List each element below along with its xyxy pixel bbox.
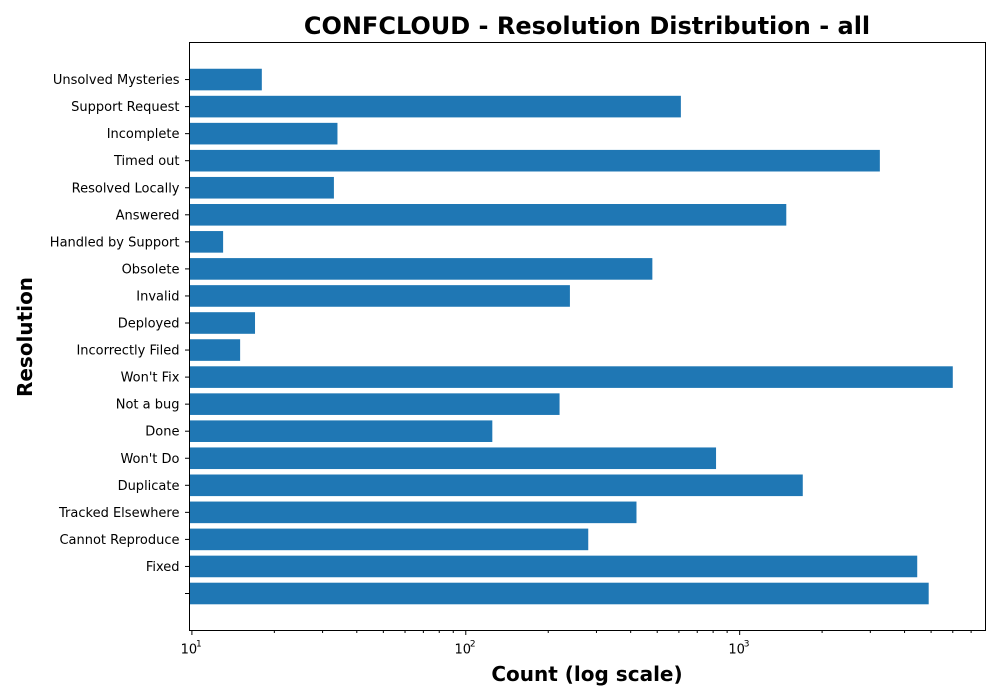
bar-done xyxy=(189,420,493,442)
bar-unsolved-mysteries xyxy=(189,68,262,91)
bar-deployed xyxy=(189,312,256,334)
plot-frame xyxy=(189,42,986,631)
bar-obsolete xyxy=(189,258,653,280)
bar-resolved-locally xyxy=(189,176,334,199)
y-axis-label: Resolution xyxy=(13,277,37,397)
x-tick-label: 10 xyxy=(455,643,472,658)
y-tick-label: Fixed xyxy=(146,560,180,575)
bar-won-t-do xyxy=(189,447,717,470)
bar-fixed xyxy=(189,555,918,578)
y-tick-label: Timed out xyxy=(113,154,180,169)
y-tick-label: Invalid xyxy=(136,289,179,304)
y-tick-label: Cannot Reproduce xyxy=(59,533,179,548)
bar-answered xyxy=(189,204,787,226)
x-tick-label: 10 xyxy=(728,643,745,658)
chart-title: CONFCLOUD - Resolution Distribution - al… xyxy=(304,12,870,40)
bar-not-a-bug xyxy=(189,393,560,415)
x-axis-label: Count (log scale) xyxy=(491,662,682,686)
y-tick-label: Unsolved Mysteries xyxy=(53,73,180,88)
bar-incorrectly-filed xyxy=(189,339,241,361)
y-tick-label: Won't Do xyxy=(120,452,179,467)
x-tick-exponent: 1 xyxy=(196,640,202,650)
y-tick-label: Incomplete xyxy=(107,127,180,142)
y-tick-label: Won't Fix xyxy=(121,371,180,386)
y-tick-label: Answered xyxy=(116,208,180,223)
x-tick-exponent: 3 xyxy=(744,640,750,650)
bar-incomplete xyxy=(189,122,338,145)
y-tick-label: Tracked Elsewhere xyxy=(58,506,179,521)
y-tick-label: Not a bug xyxy=(116,398,180,413)
bars-layer xyxy=(189,68,953,605)
bar-cannot-reproduce xyxy=(189,528,589,551)
bar-blank xyxy=(189,582,929,605)
x-tick-exponent: 2 xyxy=(470,640,476,650)
bar-tracked-elsewhere xyxy=(189,501,637,524)
y-tick-label: Duplicate xyxy=(118,479,180,494)
y-tick-label: Done xyxy=(145,425,179,440)
bar-invalid xyxy=(189,285,570,307)
x-ticks-layer: 101 102 103 xyxy=(181,630,972,658)
x-tick-label: 10 xyxy=(181,643,198,658)
bar-won-t-fix xyxy=(189,366,953,388)
y-ticks-layer: Fixed Cannot Reproduce Tracked Elsewhere Du… xyxy=(50,73,190,594)
y-tick-label: Deployed xyxy=(118,317,180,332)
y-tick-label: Resolved Locally xyxy=(72,181,180,196)
y-tick-label: Handled by Support xyxy=(50,235,180,250)
y-tick-label: Support Request xyxy=(71,100,179,115)
y-tick-label: Obsolete xyxy=(122,262,180,277)
y-tick-label: Incorrectly Filed xyxy=(76,344,179,359)
bar-timed-out xyxy=(189,149,880,172)
bar-handled-by-support xyxy=(189,231,224,253)
bar-support-request xyxy=(189,95,681,118)
bar-duplicate xyxy=(189,474,803,497)
